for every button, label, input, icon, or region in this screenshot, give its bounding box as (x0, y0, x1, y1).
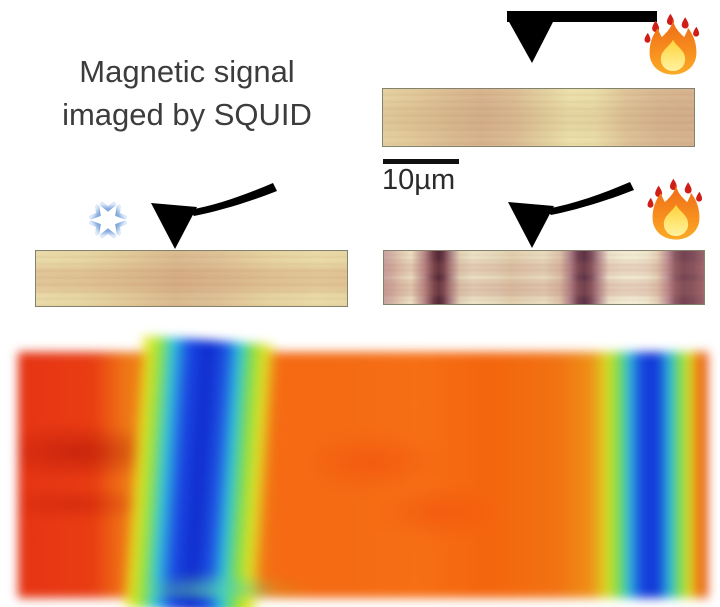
strip-texture (384, 251, 704, 304)
heatmap-scanline-layer (18, 352, 708, 598)
sample-strip-heated-plain (382, 88, 695, 147)
snowflake-icon (85, 194, 131, 246)
sample-strip-heated-domains (383, 250, 705, 305)
scale-bar-label: 10µm (382, 164, 456, 196)
strip-texture (383, 89, 694, 146)
fire-icon (644, 13, 700, 75)
afm-cantilever-icon (151, 183, 277, 249)
strip-texture (36, 251, 347, 306)
afm-cantilever-icon (507, 11, 657, 63)
sample-strip-cold (35, 250, 348, 307)
fire-icon (647, 178, 703, 240)
figure-title: Magnetic signal imaged by SQUID (62, 54, 312, 132)
squid-heatmap (18, 335, 708, 607)
scale-bar (383, 159, 459, 164)
afm-cantilever-icon (508, 182, 634, 248)
